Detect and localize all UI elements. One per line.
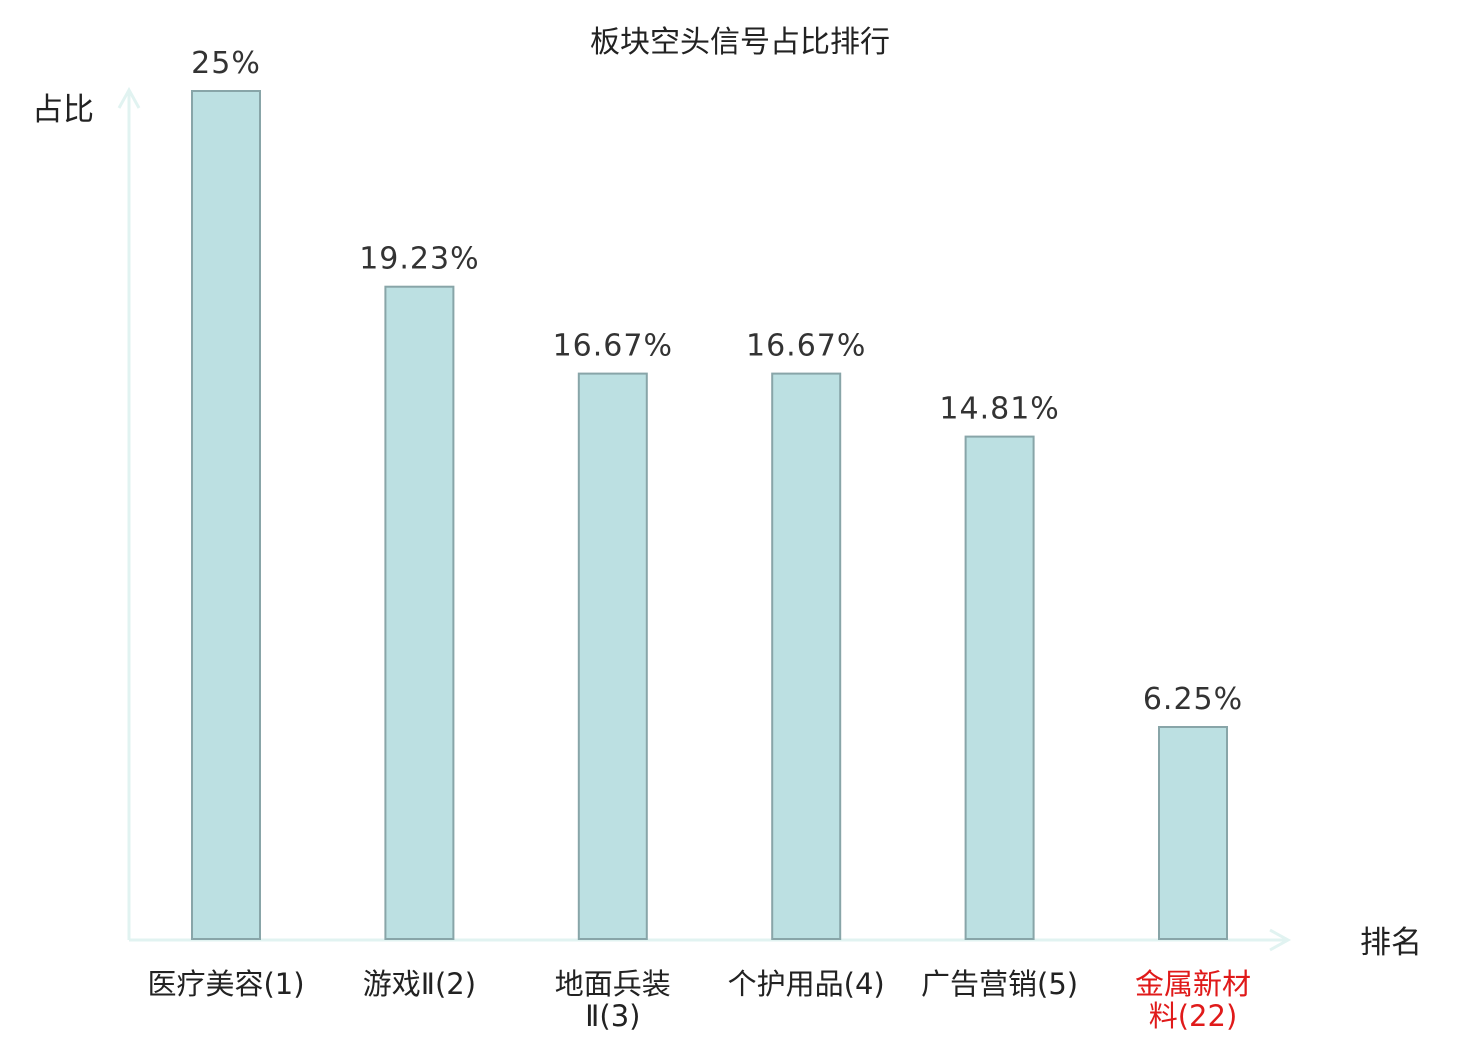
bar-value-label: 25%: [191, 46, 261, 81]
bar: [384, 285, 455, 940]
bar: [771, 372, 842, 941]
bar: [577, 372, 648, 941]
category-label-line: 料(22): [1149, 999, 1238, 1033]
bar-value-label: 19.23%: [359, 242, 479, 277]
bar: [964, 435, 1035, 940]
category-label-line: 地面兵装: [555, 967, 671, 1001]
category-label-line: Ⅱ(3): [585, 999, 640, 1033]
value-label-group: 25% 19.23% 16.67% 16.67% 14.81% 6.25%: [191, 46, 1243, 717]
category-label: 地面兵装 Ⅱ(3): [555, 967, 671, 1033]
x-axis-title: 排名: [1360, 925, 1422, 961]
category-label: 游戏Ⅱ(2): [363, 967, 476, 1001]
x-axis-arrow: [1269, 928, 1292, 952]
y-axis-arrow: [117, 86, 141, 109]
category-label: 广告营销(5): [921, 967, 1078, 1001]
bar-group: [191, 90, 1228, 941]
category-label: 金属新材料(22): [1135, 967, 1251, 1033]
category-label-line: 个护用品(4): [728, 967, 885, 1001]
bar-value-label: 6.25%: [1143, 682, 1243, 717]
bar-value-label: 16.67%: [553, 329, 673, 364]
chart-title: 板块空头信号占比排行: [590, 25, 890, 60]
bar-value-label: 14.81%: [939, 392, 1059, 427]
bar: [191, 90, 261, 940]
category-label-line: 游戏Ⅱ(2): [363, 967, 476, 1001]
category-label: 个护用品(4): [728, 967, 885, 1001]
category-label-line: 金属新材: [1135, 967, 1251, 1001]
category-label-group: 医疗美容(1) 游戏Ⅱ(2) 地面兵装 Ⅱ(3) 个护用品(4) 广告营销(5) 金属新材料…: [147, 967, 1251, 1033]
y-axis-title: 占比: [32, 92, 94, 128]
category-label-line: 广告营销(5): [921, 967, 1078, 1001]
category-label-line: 医疗美容(1): [147, 967, 304, 1001]
bar-value-label: 16.67%: [746, 329, 866, 364]
category-label: 医疗美容(1): [147, 967, 304, 1001]
bar: [1158, 726, 1228, 940]
